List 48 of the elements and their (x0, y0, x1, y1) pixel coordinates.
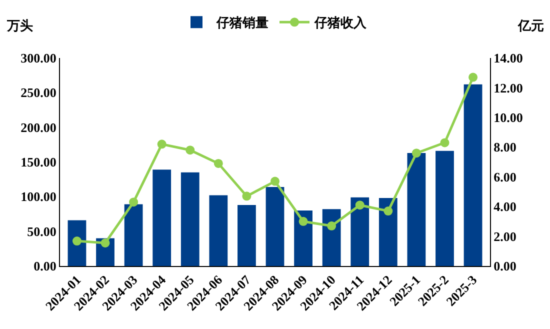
bar (407, 152, 426, 266)
y2-tick-label: 8.00 (494, 140, 516, 155)
y2-tick-label: 10.00 (494, 110, 523, 125)
bar (436, 150, 454, 266)
bar (124, 204, 143, 266)
point (468, 72, 478, 82)
bar (266, 186, 284, 266)
y2-tick-label: 0.00 (494, 258, 516, 274)
y2-tick-label: 4.00 (494, 199, 516, 214)
y2-axis-title: 亿元 (517, 18, 544, 33)
y2-tick-label: 14.00 (494, 50, 523, 66)
y-tick-label: 300.00 (20, 50, 56, 66)
y-tick-label: 100.00 (20, 189, 56, 204)
point (327, 221, 336, 230)
bar (350, 197, 370, 266)
legend-label: 仔猪销量 (216, 15, 268, 30)
point (355, 200, 364, 210)
bar (294, 210, 312, 266)
bar (152, 170, 172, 266)
y2-tick-label: 6.00 (494, 169, 516, 184)
point (157, 140, 166, 149)
point (186, 146, 195, 155)
legend-label: 仔猪收入 (314, 15, 368, 30)
point (440, 138, 450, 148)
y-tick-label: 0.00 (34, 258, 56, 274)
bar (238, 204, 256, 266)
y2-tick-label: 2.00 (494, 228, 516, 244)
bar (68, 220, 86, 266)
point (412, 148, 421, 158)
bar (464, 84, 482, 266)
point (270, 176, 280, 186)
point (129, 198, 138, 207)
y-tick-label: 200.00 (20, 120, 56, 135)
point (214, 158, 223, 168)
y-axis-title: 万头 (6, 18, 33, 33)
y2-tick-label: 12.00 (494, 80, 523, 96)
point (72, 236, 82, 246)
bar (180, 172, 200, 266)
bar (209, 195, 228, 266)
bar (378, 198, 398, 266)
point (100, 238, 110, 248)
y-tick-label: 50.00 (27, 224, 56, 239)
point (384, 206, 393, 216)
y-tick-label: 150.00 (20, 154, 56, 170)
bar (322, 209, 341, 266)
point (298, 216, 308, 226)
point (242, 192, 252, 201)
y-tick-label: 250.00 (20, 85, 56, 100)
